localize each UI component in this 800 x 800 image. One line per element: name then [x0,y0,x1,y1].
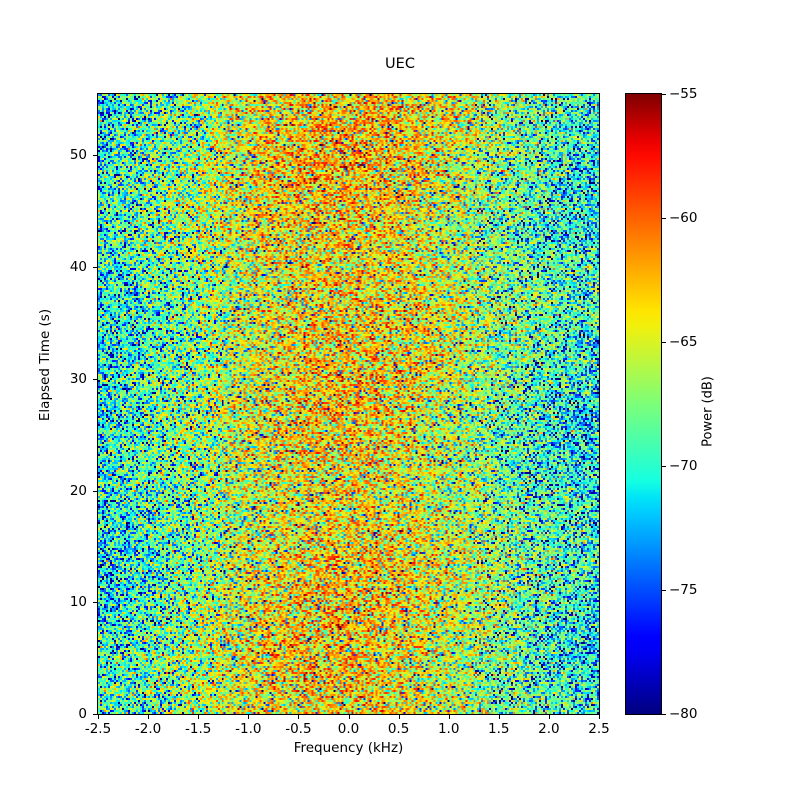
x-tick-mark [298,715,300,719]
y-tick-label: 0 [78,706,87,722]
y-tick-mark [93,490,97,492]
y-tick-mark [93,714,97,715]
colorbar-tick-label: −55 [669,86,698,102]
x-tick-label: 2.5 [588,721,610,737]
colorbar-tick-mark [662,714,666,715]
x-tick-mark [599,715,600,719]
colorbar [625,93,662,715]
station-title: UEC [385,56,415,72]
x-tick-mark [98,715,99,719]
y-axis-label: Elapsed Time (s) [37,308,53,422]
colorbar-tick-mark [662,342,666,343]
x-axis-label: Frequency (kHz) [293,740,404,756]
x-tick-label: 2.0 [538,721,560,737]
y-tick-label: 20 [69,482,87,499]
spectrogram-image [98,94,599,714]
x-tick-label: 0.0 [337,721,360,737]
colorbar-tick-mark [662,466,666,467]
colorbar-label: Power (dB) [700,376,716,447]
x-tick-label: -2.5 [84,721,112,737]
x-tick-mark [498,715,500,719]
colorbar-tick-label: −80 [669,706,698,722]
colorbar-tick-mark [662,590,666,591]
y-tick-mark [93,155,97,157]
colorbar-tick-mark [662,94,666,95]
colorbar-tick-label: −65 [669,334,698,350]
y-tick-mark [93,602,97,604]
x-tick-mark [198,715,200,719]
y-tick-mark [93,378,97,380]
colorbar-tick-mark [662,218,666,219]
x-tick-label: 0.5 [387,721,410,737]
x-tick-label: -0.5 [285,721,312,737]
colorbar-tick-label: −70 [669,458,698,474]
colorbar-tick-label: −75 [669,582,698,598]
x-tick-mark [348,715,350,719]
spectrogram-plot-area [97,93,600,715]
y-tick-label: 50 [69,147,87,164]
y-tick-label: 30 [69,370,87,387]
x-tick-label: -2.0 [134,721,162,737]
y-tick-mark [93,267,97,269]
y-tick-label: 40 [69,259,87,276]
x-tick-mark [548,715,550,719]
colorbar-tick-label: −60 [669,210,698,226]
x-tick-label: -1.5 [185,721,212,737]
x-tick-label: -1.0 [235,721,262,737]
x-tick-mark [398,715,400,719]
colorbar-gradient [626,94,661,714]
x-tick-label: 1.5 [488,721,510,737]
x-tick-mark [248,715,250,719]
x-tick-mark [148,715,150,719]
x-tick-label: 1.0 [437,721,460,737]
y-tick-label: 10 [69,594,87,611]
x-tick-mark [448,715,450,719]
